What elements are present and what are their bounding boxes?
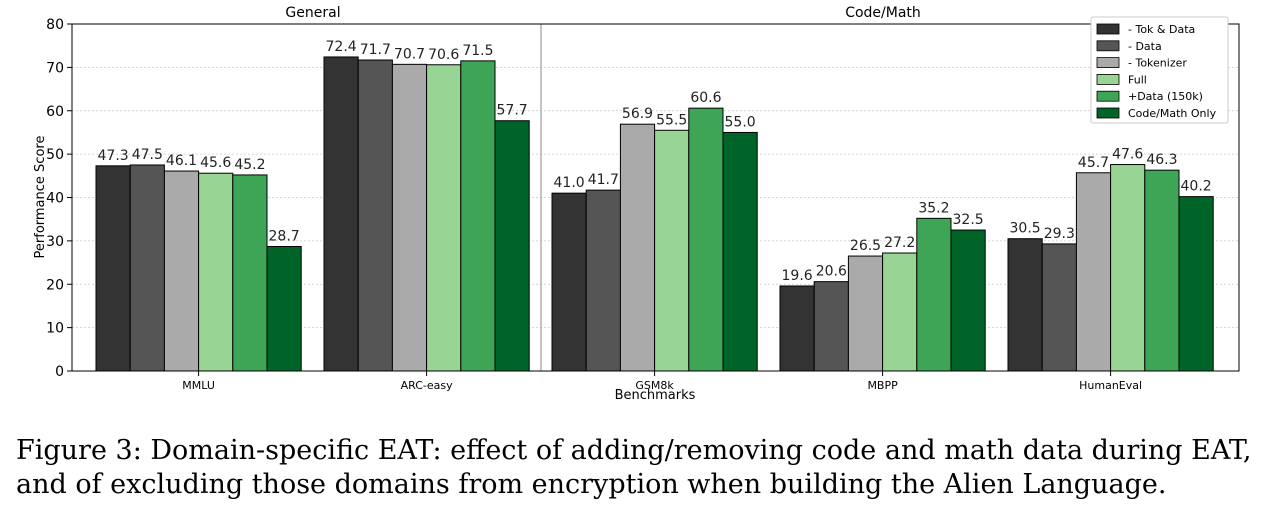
- bar-value-label: 71.7: [360, 42, 391, 58]
- legend-label: - Data: [1128, 40, 1162, 53]
- bar-value-label: 47.6: [1112, 147, 1143, 163]
- bar: [1179, 197, 1213, 371]
- bar-value-label: 57.7: [497, 103, 528, 119]
- bar-value-label: 32.5: [953, 212, 984, 228]
- y-tick-label: 70: [46, 60, 64, 76]
- bar: [814, 282, 848, 371]
- legend-swatch: [1097, 91, 1119, 101]
- legend-label: - Tokenizer: [1128, 57, 1187, 70]
- bar: [1076, 173, 1110, 371]
- bar: [324, 57, 358, 371]
- bar-value-label: 35.2: [918, 200, 949, 216]
- y-tick-label: 80: [46, 17, 64, 33]
- bar: [848, 256, 882, 371]
- y-tick-label: 20: [46, 277, 64, 293]
- bar-value-label: 26.5: [850, 238, 881, 254]
- bar-value-label: 27.2: [884, 235, 915, 251]
- bar-value-label: 46.1: [166, 153, 197, 169]
- bar-value-label: 70.6: [428, 47, 459, 63]
- x-axis-label: Benchmarks: [615, 388, 696, 403]
- bar: [358, 60, 392, 371]
- y-tick-label: 10: [46, 321, 64, 337]
- legend-label: Code/Math Only: [1128, 107, 1217, 120]
- bar: [586, 190, 620, 371]
- bar: [780, 286, 814, 371]
- bar-value-label: 45.7: [1078, 155, 1109, 171]
- y-tick-label: 40: [46, 191, 64, 207]
- x-tick-label: MMLU: [182, 379, 215, 392]
- bar: [917, 218, 951, 371]
- x-tick-label: ARC-easy: [401, 379, 454, 392]
- y-tick-label: 50: [46, 147, 64, 163]
- y-tick-label: 30: [46, 234, 64, 250]
- bar-value-label: 47.5: [132, 147, 163, 163]
- bar: [1008, 239, 1042, 371]
- x-tick-label: MBPP: [867, 379, 898, 392]
- y-tick-label: 60: [46, 104, 64, 120]
- bar: [96, 166, 130, 371]
- bar: [655, 130, 689, 371]
- bar: [883, 253, 917, 371]
- bar: [461, 61, 495, 371]
- bar: [1042, 244, 1076, 371]
- y-axis-label: Performance Score: [33, 136, 48, 259]
- bar-value-label: 20.6: [816, 264, 847, 280]
- bar: [723, 132, 757, 371]
- bar: [620, 124, 654, 371]
- bar: [495, 121, 529, 371]
- bar-value-label: 28.7: [269, 229, 300, 245]
- bar: [1111, 165, 1145, 371]
- bar: [164, 171, 198, 371]
- legend-label: +Data (150k): [1128, 90, 1203, 103]
- x-tick-label: HumanEval: [1079, 379, 1142, 392]
- bar-value-label: 41.7: [588, 172, 619, 188]
- bar-value-label: 71.5: [462, 43, 493, 59]
- bar: [427, 65, 461, 371]
- bar-value-label: 29.3: [1044, 226, 1075, 242]
- bar-value-label: 41.0: [554, 175, 585, 191]
- bars-layer: [96, 57, 1213, 371]
- legend-swatch: [1097, 108, 1119, 118]
- legend-label: - Tok & Data: [1128, 23, 1195, 36]
- bar: [392, 64, 426, 371]
- bar-value-label: 60.6: [690, 90, 721, 106]
- bar: [552, 193, 586, 371]
- bar-value-label: 55.5: [656, 112, 687, 128]
- bar-value-label: 56.9: [622, 106, 653, 122]
- legend-swatch: [1097, 58, 1119, 68]
- bar: [689, 108, 723, 371]
- legend-swatch: [1097, 74, 1119, 84]
- bar-value-label: 45.6: [200, 155, 231, 171]
- y-tick-label: 0: [55, 364, 64, 380]
- bar-value-label: 45.2: [234, 157, 265, 173]
- bar-value-label: 40.2: [1181, 179, 1212, 195]
- group-title-codemath: Code/Math: [845, 5, 921, 21]
- bar-value-label: 55.0: [725, 114, 756, 130]
- bar: [130, 165, 164, 371]
- bar-chart: 47.3 47.5 46.1 45.6 45.2 28.7 72.4 71.7 70.7 70.6…: [0, 0, 1261, 425]
- bar-value-label: 19.6: [782, 268, 813, 284]
- bar: [1145, 170, 1179, 371]
- bar: [233, 175, 267, 371]
- figure-caption: Figure 3: Domain-specific EAT: effect of…: [16, 434, 1256, 502]
- bar-value-label: 46.3: [1146, 152, 1177, 168]
- legend-label: Full: [1128, 73, 1147, 86]
- legend-swatch: [1097, 24, 1119, 34]
- bar: [267, 247, 301, 371]
- legend: - Tok & Data - Data - Tokenizer Full +Data (…: [1091, 17, 1228, 123]
- bar-value-label: 47.3: [98, 148, 129, 164]
- bar-value-label: 70.7: [394, 46, 425, 62]
- bar-value-label: 30.5: [1010, 221, 1041, 237]
- bar: [951, 230, 985, 371]
- legend-swatch: [1097, 41, 1119, 51]
- group-title-general: General: [285, 5, 340, 21]
- bar: [199, 173, 233, 371]
- bar-value-label: 72.4: [326, 39, 357, 55]
